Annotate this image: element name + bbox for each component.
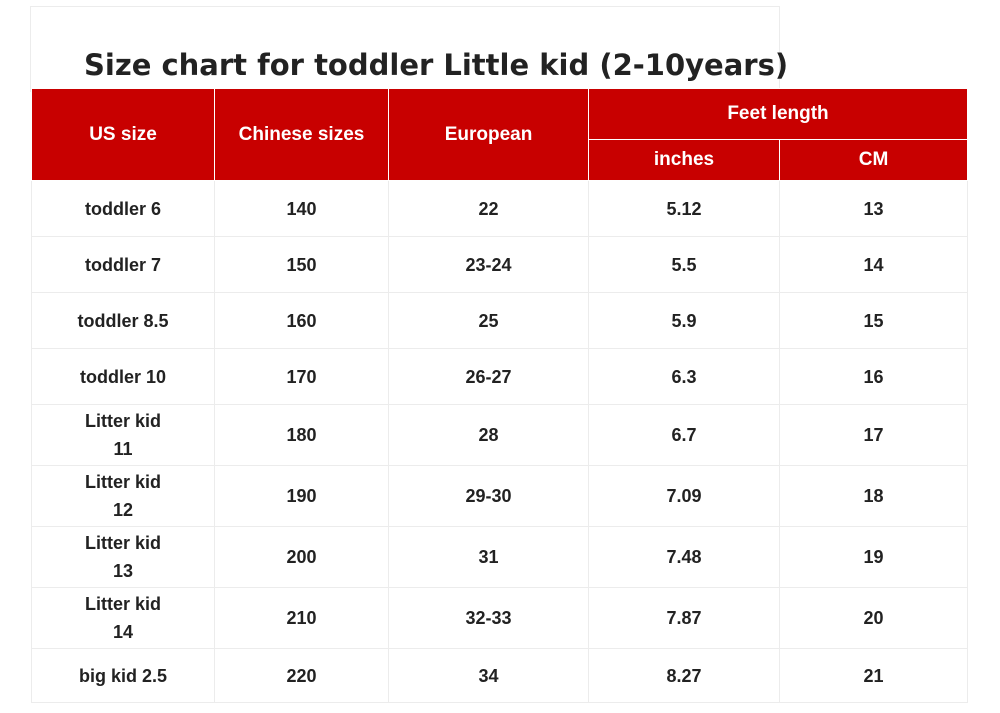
cell-chinese-size: 200 — [214, 526, 389, 588]
table-row: Litter kid 14 210 32-33 7.87 20 — [31, 587, 968, 649]
cell-inches: 7.48 — [588, 526, 780, 588]
cell-chinese-size: 150 — [214, 236, 389, 293]
cell-inches: 5.12 — [588, 180, 780, 237]
header-row: US size Chinese sizes European Feet leng… — [31, 88, 968, 181]
header-inches: inches — [588, 139, 780, 181]
cell-us-size: Litter kid 14 — [31, 587, 215, 649]
table-row: toddler 7 150 23-24 5.5 14 — [31, 236, 968, 293]
header-european: European — [388, 88, 589, 181]
header-feet-length: Feet length — [588, 88, 968, 140]
table-row: Litter kid 11 180 28 6.7 17 — [31, 404, 968, 466]
cell-inches: 7.09 — [588, 465, 780, 527]
cell-european: 34 — [388, 648, 589, 703]
cell-european: 22 — [388, 180, 589, 237]
table-row: Litter kid 13 200 31 7.48 19 — [31, 526, 968, 588]
us-size-label: Litter kid 14 — [84, 594, 161, 642]
cell-european: 26-27 — [388, 348, 589, 405]
size-chart-table: US size Chinese sizes European Feet leng… — [31, 88, 968, 703]
us-size-label: Litter kid 13 — [84, 533, 161, 581]
cell-inches: 5.9 — [588, 292, 780, 349]
cell-cm: 18 — [779, 465, 968, 527]
cell-us-size: toddler 8.5 — [31, 292, 215, 349]
table-row: toddler 6 140 22 5.12 13 — [31, 180, 968, 237]
cell-european: 25 — [388, 292, 589, 349]
cell-inches: 8.27 — [588, 648, 780, 703]
cell-european: 28 — [388, 404, 589, 466]
cell-us-size: toddler 7 — [31, 236, 215, 293]
cell-inches: 6.3 — [588, 348, 780, 405]
table-row: toddler 10 170 26-27 6.3 16 — [31, 348, 968, 405]
header-chinese-sizes: Chinese sizes — [214, 88, 389, 181]
cell-inches: 5.5 — [588, 236, 780, 293]
cell-us-size: Litter kid 13 — [31, 526, 215, 588]
cell-chinese-size: 160 — [214, 292, 389, 349]
cell-chinese-size: 190 — [214, 465, 389, 527]
cell-cm: 13 — [779, 180, 968, 237]
us-size-label: Litter kid 11 — [84, 411, 161, 459]
cell-us-size: toddler 10 — [31, 348, 215, 405]
cell-inches: 7.87 — [588, 587, 780, 649]
chart-title: Size chart for toddler Little kid (2-10y… — [84, 48, 789, 82]
cell-cm: 16 — [779, 348, 968, 405]
cell-cm: 19 — [779, 526, 968, 588]
cell-european: 32-33 — [388, 587, 589, 649]
cell-us-size: Litter kid 12 — [31, 465, 215, 527]
header-us-size: US size — [31, 88, 215, 181]
cell-cm: 20 — [779, 587, 968, 649]
cell-european: 29-30 — [388, 465, 589, 527]
cell-chinese-size: 180 — [214, 404, 389, 466]
cell-us-size: big kid 2.5 — [31, 648, 215, 703]
table-row: toddler 8.5 160 25 5.9 15 — [31, 292, 968, 349]
subheader-row: inches CM — [32, 139, 968, 181]
table-row: big kid 2.5 220 34 8.27 21 — [31, 648, 968, 703]
us-size-label: Litter kid 12 — [84, 472, 161, 520]
title-panel — [30, 6, 780, 92]
table-row: Litter kid 12 190 29-30 7.09 18 — [31, 465, 968, 527]
cell-inches: 6.7 — [588, 404, 780, 466]
cell-chinese-size: 170 — [214, 348, 389, 405]
cell-chinese-size: 220 — [214, 648, 389, 703]
cell-us-size: Litter kid 11 — [31, 404, 215, 466]
cell-chinese-size: 140 — [214, 180, 389, 237]
cell-cm: 17 — [779, 404, 968, 466]
header-cm: CM — [779, 139, 968, 181]
cell-chinese-size: 210 — [214, 587, 389, 649]
cell-cm: 21 — [779, 648, 968, 703]
cell-european: 31 — [388, 526, 589, 588]
cell-european: 23-24 — [388, 236, 589, 293]
cell-us-size: toddler 6 — [31, 180, 215, 237]
cell-cm: 14 — [779, 236, 968, 293]
cell-cm: 15 — [779, 292, 968, 349]
